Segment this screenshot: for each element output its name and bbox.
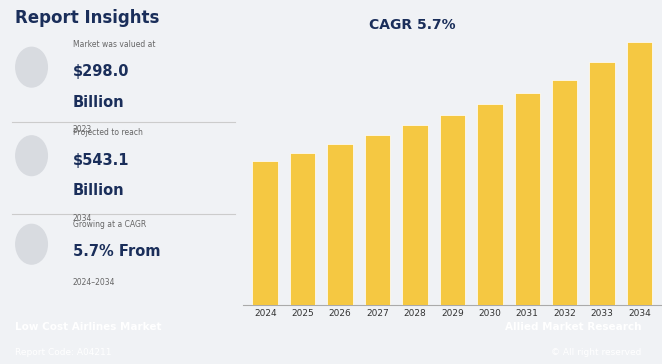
Circle shape bbox=[16, 224, 48, 264]
Bar bbox=[627, 42, 652, 305]
Bar bbox=[252, 161, 278, 305]
Text: © All right reserved: © All right reserved bbox=[551, 348, 641, 357]
Text: Allied Market Research: Allied Market Research bbox=[504, 322, 641, 332]
Text: 5.7% From: 5.7% From bbox=[73, 244, 160, 259]
Text: Billion: Billion bbox=[73, 95, 124, 110]
Text: Growing at a CAGR: Growing at a CAGR bbox=[73, 220, 146, 229]
Text: Low Cost Airlines Market: Low Cost Airlines Market bbox=[15, 322, 161, 332]
Text: $298.0: $298.0 bbox=[73, 64, 129, 79]
Bar bbox=[514, 92, 540, 305]
Bar bbox=[327, 144, 353, 305]
Bar bbox=[440, 115, 465, 305]
Text: $543.1: $543.1 bbox=[73, 153, 129, 168]
Bar bbox=[477, 104, 502, 305]
Bar bbox=[589, 62, 615, 305]
Text: CAGR 5.7%: CAGR 5.7% bbox=[369, 18, 455, 32]
Text: 2023: 2023 bbox=[73, 125, 92, 134]
Text: 2034: 2034 bbox=[73, 214, 92, 223]
Text: Market was valued at: Market was valued at bbox=[73, 40, 156, 49]
Text: Report Insights: Report Insights bbox=[15, 9, 159, 27]
Text: Billion: Billion bbox=[73, 183, 124, 198]
Bar bbox=[402, 125, 428, 305]
Circle shape bbox=[16, 47, 48, 87]
Circle shape bbox=[16, 136, 48, 175]
Bar bbox=[365, 135, 390, 305]
Bar bbox=[290, 153, 315, 305]
Bar bbox=[552, 80, 577, 305]
Text: Report Code: A04211: Report Code: A04211 bbox=[15, 348, 111, 357]
Text: Projected to reach: Projected to reach bbox=[73, 128, 143, 137]
Text: 2024–2034: 2024–2034 bbox=[73, 278, 115, 287]
